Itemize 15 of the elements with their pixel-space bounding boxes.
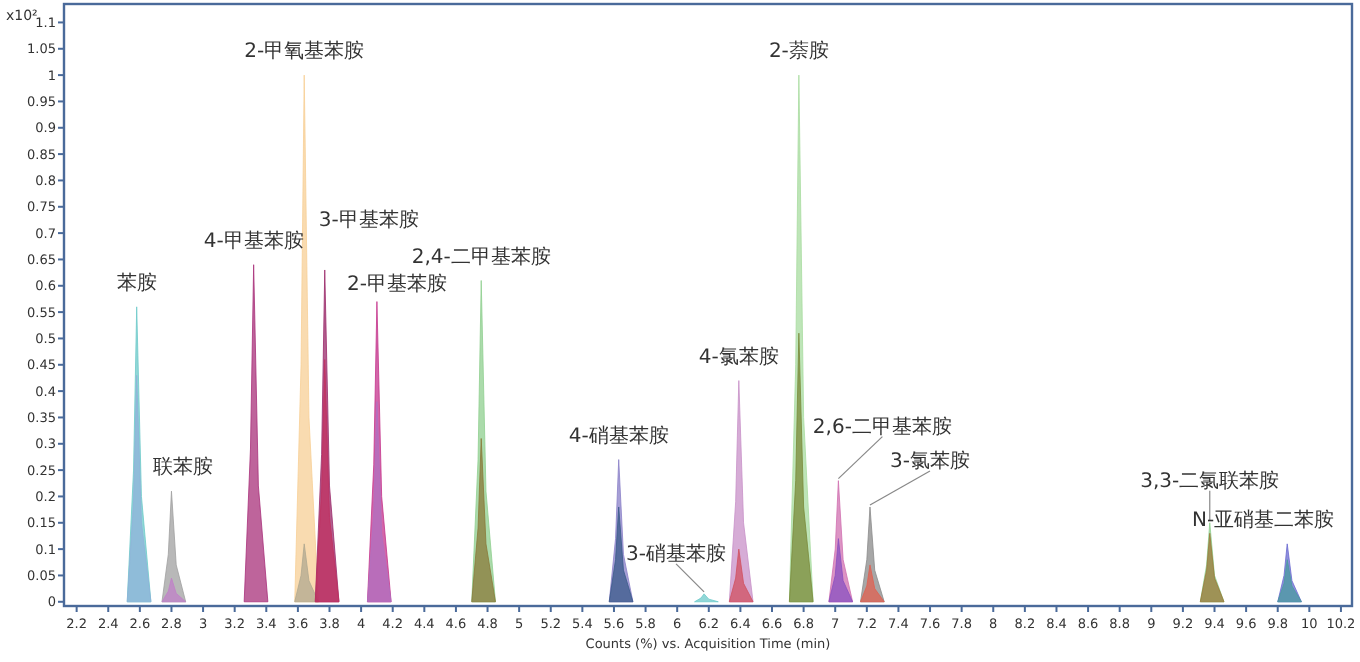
annotation: 4-氯苯胺 (698, 344, 779, 369)
annotation: 2-甲氧基苯胺 (244, 39, 365, 64)
annotation: 苯胺 (116, 270, 157, 295)
annotation: 2-萘胺 (768, 39, 829, 64)
annotation: 2,4-二甲基苯胺 (411, 244, 551, 269)
annotation: 2-甲基苯胺 (346, 271, 447, 296)
annotation: 联苯胺 (153, 455, 214, 480)
annotation: 4-硝基苯胺 (568, 423, 669, 448)
annotation: 4-甲基苯胺 (203, 228, 304, 253)
annotation: 3-氯苯胺 (890, 448, 970, 473)
annotation: 3-硝基苯胺 (626, 541, 727, 566)
annotation: 2,6-二甲基苯胺 (812, 414, 952, 439)
annotation: 3-甲基苯胺 (318, 207, 419, 232)
annotation: 3,3-二氯联苯胺 (1140, 468, 1280, 493)
annotation: N-亚硝基二苯胺 (1192, 507, 1335, 532)
